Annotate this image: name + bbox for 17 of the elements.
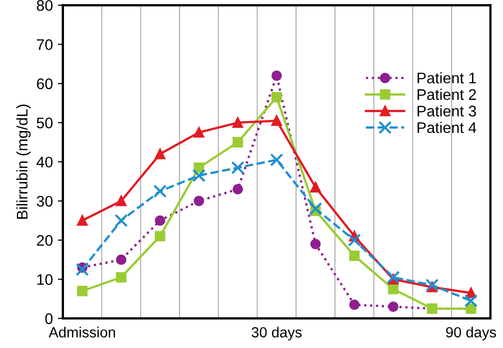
legend-label: Patient 1 xyxy=(418,72,476,84)
y-tick-label: 60 xyxy=(36,78,53,90)
y-tick-label: 30 xyxy=(36,196,53,207)
legend-label: Patient 3 xyxy=(418,105,476,117)
x-tick-label: 90 days xyxy=(446,326,496,340)
legend-label: Patient 2 xyxy=(418,88,476,100)
y-tick-label: 70 xyxy=(36,39,53,50)
y-axis-title: Bilirrubin (mg/dL) xyxy=(16,104,31,219)
x-tick-label: Admission xyxy=(48,326,115,338)
x-tick-label: 30 days xyxy=(252,326,302,340)
y-tick-label: 40 xyxy=(36,156,53,168)
y-tick-label: 50 xyxy=(36,118,53,128)
legend-label: Patient 4 xyxy=(418,122,476,134)
y-tick-label: 80 xyxy=(36,0,53,11)
y-tick-label: 0 xyxy=(45,313,53,324)
y-tick-label: 10 xyxy=(37,274,53,285)
y-tick-label: 20 xyxy=(36,234,53,246)
